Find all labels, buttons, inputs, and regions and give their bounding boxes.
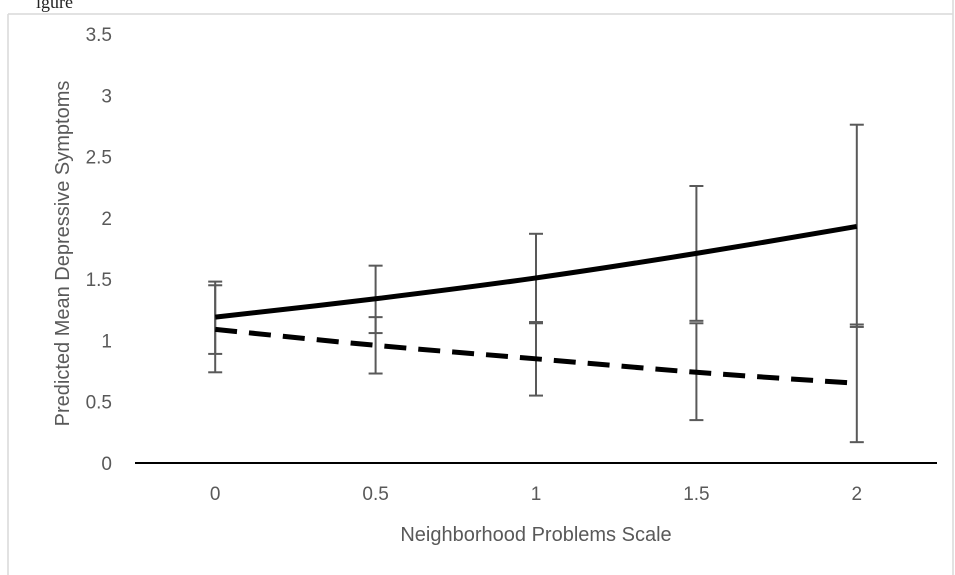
y-tick-label: 3 [101, 86, 112, 107]
y-tick-label: 0.5 [86, 393, 112, 414]
x-axis-ticks: 0 0.5 1 1.5 2 [210, 484, 862, 505]
x-tick-label: 2 [852, 484, 863, 505]
y-axis-title: Predicted Mean Depressive Symptoms [52, 81, 74, 427]
y-tick-label: 1 [101, 331, 112, 352]
y-tick-label: 0 [101, 454, 112, 475]
x-tick-label: 1.5 [683, 484, 709, 505]
x-tick-label: 1 [531, 484, 542, 505]
y-tick-label: 3.5 [86, 25, 112, 46]
y-tick-label: 1.5 [86, 270, 112, 291]
series-line-dashed [214, 326, 857, 386]
series-lines [214, 223, 858, 386]
y-axis-ticks: 0 0.5 1 1.5 2 2.5 3 3.5 [86, 25, 112, 475]
x-tick-label: 0 [210, 484, 221, 505]
error-bars [208, 123, 864, 444]
x-tick-label: 0.5 [362, 484, 388, 505]
partial-title-text: igure [36, 0, 73, 12]
x-axis-title: Neighborhood Problems Scale [400, 524, 671, 546]
y-tick-label: 2.5 [86, 148, 112, 169]
series-line-solid [214, 223, 858, 320]
y-tick-label: 2 [101, 209, 112, 230]
